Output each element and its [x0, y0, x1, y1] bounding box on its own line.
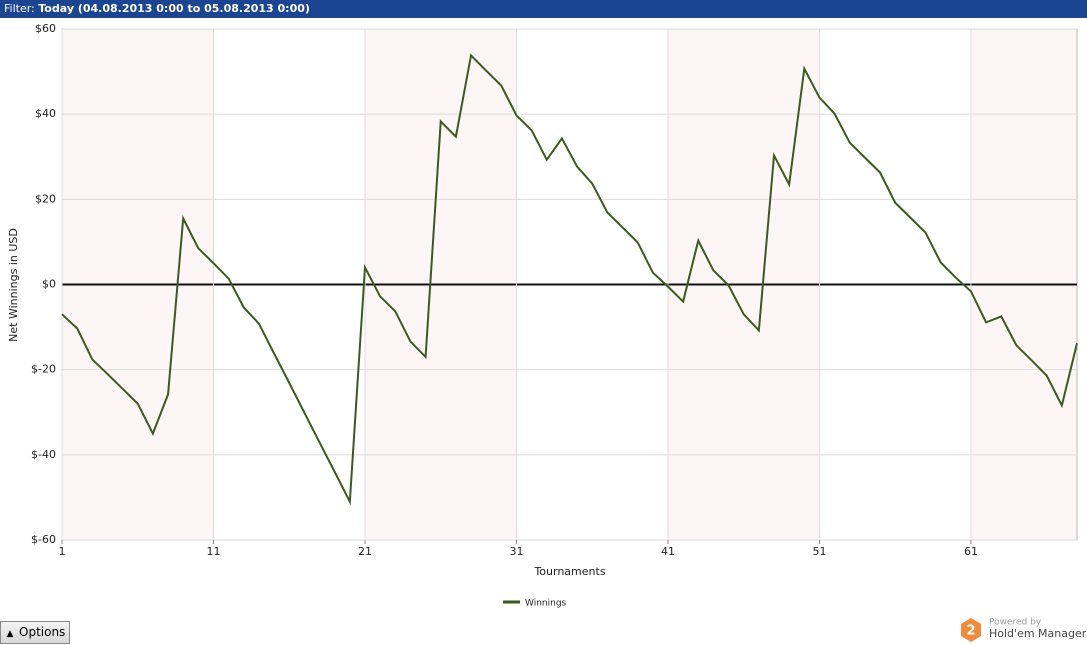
- x-tick-label: 61: [964, 545, 978, 558]
- x-tick-label: 31: [509, 545, 523, 558]
- y-tick-label: $20: [35, 192, 56, 205]
- y-tick-label: $40: [35, 107, 56, 120]
- y-tick-label: $-40: [31, 448, 56, 461]
- y-tick-label: $-60: [31, 533, 56, 546]
- y-tick-label: $-20: [31, 363, 56, 376]
- legend-label: Winnings: [525, 599, 567, 609]
- chart: Net Winnings in USD Tournaments $60 $40 $2…: [7, 22, 1078, 609]
- options-label: Options: [19, 625, 66, 639]
- filter-label: Filter:: [4, 2, 35, 15]
- logo-text: 2: [966, 624, 975, 639]
- y-tick-label: $0: [42, 278, 56, 291]
- options-button[interactable]: ▲ Options: [0, 621, 70, 644]
- filter-value: Today (04.08.2013 0:00 to 05.08.2013 0:0…: [38, 2, 310, 15]
- powered-by: Powered by: [989, 618, 1042, 628]
- y-axis-title: Net Winnings in USD: [7, 228, 20, 342]
- x-axis-title: Tournaments: [533, 565, 605, 578]
- x-tick-label: 1: [59, 545, 66, 558]
- brand-name: Hold'em Manager: [989, 627, 1087, 640]
- logo: [961, 618, 981, 642]
- x-tick-label: 41: [661, 545, 675, 558]
- branding: 2 Powered by Hold'em Manager: [961, 618, 1087, 642]
- x-tick-label: 11: [206, 545, 220, 558]
- y-tick-label: $60: [35, 22, 56, 35]
- x-tick-label: 21: [358, 545, 372, 558]
- x-tick-label: 51: [812, 545, 826, 558]
- filter-bar: Filter: Today (04.08.2013 0:00 to 05.08.…: [0, 0, 1087, 18]
- series-line: [61, 53, 1078, 506]
